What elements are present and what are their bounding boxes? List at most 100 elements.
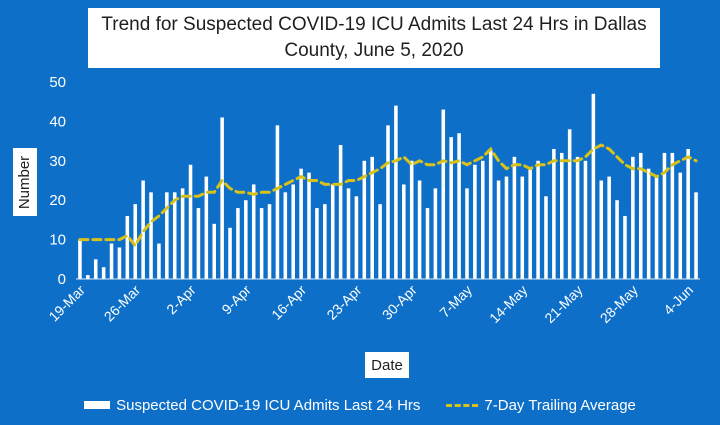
legend-label-bars: Suspected COVID-19 ICU Admits Last 24 Hr… [116, 396, 421, 414]
bar [694, 192, 698, 279]
x-tick-label: 30-Apr [379, 282, 420, 323]
bar [378, 204, 382, 279]
bar [496, 180, 501, 279]
bar [196, 208, 201, 279]
bar [283, 192, 288, 279]
bar [654, 176, 659, 279]
x-tick-label: 9-Apr [218, 282, 254, 318]
y-tick-label: 10 [49, 232, 66, 249]
bar [441, 109, 446, 279]
bar [544, 196, 548, 279]
bar [678, 172, 683, 279]
bar [417, 180, 422, 279]
bar [504, 176, 509, 279]
bar [386, 125, 390, 279]
bar [481, 160, 485, 279]
bar [394, 105, 398, 279]
y-tick-label: 40 [49, 113, 66, 130]
x-tick-label: 28-May [597, 282, 641, 326]
y-tick-label: 20 [49, 192, 66, 209]
bar [133, 204, 138, 279]
bar [559, 152, 564, 279]
bar [615, 200, 619, 279]
chart-title: Trend for Suspected COVID-19 ICU Admits … [101, 14, 647, 61]
bar [362, 160, 367, 279]
bar [86, 275, 90, 279]
bar [212, 223, 217, 279]
bar [204, 176, 209, 279]
x-tick-label: 4-Jun [660, 282, 696, 318]
bar [315, 208, 319, 279]
x-tick-label: 2-Apr [163, 282, 199, 318]
bar [638, 152, 643, 279]
y-tick-label: 30 [49, 153, 66, 170]
bar [583, 160, 588, 279]
bar [117, 247, 122, 279]
bar [686, 148, 690, 279]
x-tick-label: 7-May [436, 282, 475, 321]
y-tick-label: 0 [58, 271, 66, 288]
trailing-average-line [78, 143, 698, 249]
legend-bar-swatch [84, 401, 111, 409]
chart-title-box: Trend for Suspected COVID-19 ICU Admits … [88, 8, 660, 68]
bar [488, 148, 493, 279]
bar [338, 145, 343, 279]
bar [512, 156, 517, 279]
bar [599, 180, 604, 279]
bar [591, 93, 596, 279]
bar [409, 160, 414, 279]
bar [631, 156, 635, 279]
bar [607, 176, 611, 279]
bar [275, 125, 280, 279]
x-tick-label: 26-Mar [101, 282, 144, 325]
y-tick-label: 50 [49, 74, 66, 91]
legend-line-swatch [446, 403, 479, 407]
bar [251, 184, 256, 279]
x-tick-label: 16-Apr [268, 282, 309, 323]
bar [244, 200, 248, 279]
bar [552, 148, 556, 279]
bar [528, 168, 532, 279]
bar [449, 137, 453, 279]
bar [465, 188, 469, 279]
x-axis-label: Date [371, 356, 403, 374]
bar [165, 192, 169, 279]
bar [425, 208, 430, 279]
x-tick-label: 21-May [541, 282, 585, 326]
bar [473, 164, 477, 279]
bar [109, 243, 114, 279]
bar [330, 184, 335, 279]
bar [457, 133, 461, 279]
bar [370, 156, 374, 279]
bar [125, 215, 130, 279]
bar [567, 129, 572, 279]
legend-label-line: 7-Day Trailing Average [484, 396, 636, 414]
bar [402, 184, 406, 279]
bar [623, 215, 627, 279]
bar [346, 188, 351, 279]
bar [220, 117, 224, 280]
y-axis-label-box: Number [13, 148, 37, 216]
bar [236, 208, 240, 279]
bar [259, 208, 264, 279]
bar [291, 184, 295, 279]
x-tick-label: 23-Apr [323, 282, 364, 323]
bar [670, 152, 675, 279]
x-tick-label: 14-May [486, 282, 530, 326]
bar [188, 164, 193, 279]
bar [172, 192, 177, 279]
bar [149, 192, 153, 279]
legend-item-bars: Suspected COVID-19 ICU Admits Last 24 Hr… [84, 397, 420, 414]
bar [78, 239, 82, 279]
bar [646, 168, 651, 279]
bar [93, 259, 98, 279]
bar [307, 172, 311, 279]
x-tick-label: 19-Mar [45, 282, 88, 325]
bar [228, 227, 232, 279]
bar [267, 204, 272, 279]
bar [662, 152, 667, 279]
bar [520, 176, 525, 279]
legend: Suspected COVID-19 ICU Admits Last 24 Hr… [0, 394, 720, 416]
bar [299, 168, 303, 279]
bar [180, 188, 185, 279]
